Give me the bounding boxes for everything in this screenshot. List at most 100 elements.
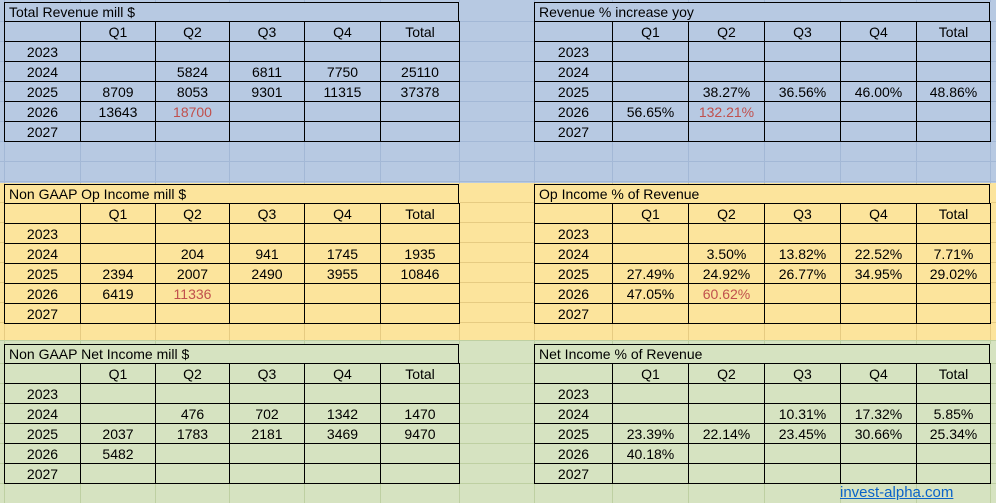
- value-cell[interactable]: [304, 463, 381, 484]
- value-cell[interactable]: 1783: [155, 423, 230, 444]
- value-cell[interactable]: 7.71%: [916, 243, 991, 264]
- column-header-cell[interactable]: Q3: [764, 21, 841, 42]
- year-cell[interactable]: 2026: [4, 283, 81, 304]
- year-cell[interactable]: 2023: [534, 41, 613, 62]
- year-cell[interactable]: 2024: [534, 403, 613, 424]
- corner-cell[interactable]: [534, 203, 613, 224]
- value-cell[interactable]: 1342: [304, 403, 381, 424]
- year-cell[interactable]: 2027: [534, 303, 613, 324]
- value-cell[interactable]: 9470: [380, 423, 460, 444]
- value-cell[interactable]: [840, 41, 917, 62]
- value-cell[interactable]: [688, 61, 765, 82]
- value-cell[interactable]: [916, 101, 991, 122]
- value-cell[interactable]: [304, 303, 381, 324]
- year-cell[interactable]: 2024: [4, 243, 81, 264]
- value-cell[interactable]: [612, 383, 689, 404]
- value-cell[interactable]: [688, 403, 765, 424]
- year-cell[interactable]: 2027: [534, 463, 613, 484]
- year-cell[interactable]: 2024: [4, 403, 81, 424]
- value-cell[interactable]: 2490: [229, 263, 305, 284]
- value-cell[interactable]: [764, 223, 841, 244]
- value-cell[interactable]: [80, 383, 156, 404]
- column-header-cell[interactable]: Total: [916, 21, 991, 42]
- value-cell[interactable]: 9301: [229, 81, 305, 102]
- value-cell[interactable]: [840, 463, 917, 484]
- table-title[interactable]: Total Revenue mill $: [4, 2, 459, 21]
- value-cell[interactable]: 27.49%: [612, 263, 689, 284]
- column-header-cell[interactable]: Q1: [80, 203, 156, 224]
- value-cell[interactable]: 3469: [304, 423, 381, 444]
- value-cell[interactable]: 13643: [80, 101, 156, 122]
- column-header-cell[interactable]: Q3: [229, 203, 305, 224]
- value-cell[interactable]: [229, 463, 305, 484]
- value-cell[interactable]: 23.39%: [612, 423, 689, 444]
- value-cell[interactable]: [840, 443, 917, 464]
- year-cell[interactable]: 2025: [4, 263, 81, 284]
- value-cell[interactable]: 2394: [80, 263, 156, 284]
- value-cell[interactable]: [304, 223, 381, 244]
- column-header-cell[interactable]: Q4: [840, 363, 917, 384]
- value-cell[interactable]: 22.14%: [688, 423, 765, 444]
- table-title[interactable]: Revenue % increase yoy: [534, 2, 990, 21]
- year-cell[interactable]: 2026: [534, 101, 613, 122]
- value-cell[interactable]: 25110: [380, 61, 460, 82]
- value-cell[interactable]: 1745: [304, 243, 381, 264]
- value-cell[interactable]: [380, 303, 460, 324]
- column-header-cell[interactable]: Q3: [229, 21, 305, 42]
- year-cell[interactable]: 2027: [4, 303, 81, 324]
- value-cell[interactable]: 5.85%: [916, 403, 991, 424]
- value-cell[interactable]: 2037: [80, 423, 156, 444]
- year-cell[interactable]: 2027: [534, 121, 613, 142]
- value-cell[interactable]: [612, 463, 689, 484]
- value-cell[interactable]: 204: [155, 243, 230, 264]
- value-cell[interactable]: [155, 121, 230, 142]
- value-cell[interactable]: 13.82%: [764, 243, 841, 264]
- column-header-cell[interactable]: Q1: [612, 21, 689, 42]
- value-cell[interactable]: 10.31%: [764, 403, 841, 424]
- value-cell[interactable]: 702: [229, 403, 305, 424]
- value-cell[interactable]: [688, 121, 765, 142]
- table-title[interactable]: Non GAAP Op Income mill $: [4, 184, 459, 203]
- value-cell[interactable]: [155, 303, 230, 324]
- value-cell[interactable]: 23.45%: [764, 423, 841, 444]
- value-cell[interactable]: 37378: [380, 81, 460, 102]
- year-cell[interactable]: 2026: [534, 283, 613, 304]
- column-header-cell[interactable]: Q2: [155, 203, 230, 224]
- column-header-cell[interactable]: Q1: [80, 363, 156, 384]
- column-header-cell[interactable]: Q4: [304, 203, 381, 224]
- value-cell[interactable]: 22.52%: [840, 243, 917, 264]
- value-cell[interactable]: [840, 61, 917, 82]
- flagged-value-cell[interactable]: 18700: [155, 101, 230, 122]
- value-cell[interactable]: 36.56%: [764, 81, 841, 102]
- value-cell[interactable]: 941: [229, 243, 305, 264]
- value-cell[interactable]: 1935: [380, 243, 460, 264]
- value-cell[interactable]: [80, 41, 156, 62]
- value-cell[interactable]: [764, 383, 841, 404]
- value-cell[interactable]: 26.77%: [764, 263, 841, 284]
- value-cell[interactable]: [916, 223, 991, 244]
- value-cell[interactable]: [304, 41, 381, 62]
- value-cell[interactable]: 40.18%: [612, 443, 689, 464]
- column-header-cell[interactable]: Q4: [304, 21, 381, 42]
- column-header-cell[interactable]: Q2: [688, 363, 765, 384]
- value-cell[interactable]: [304, 121, 381, 142]
- value-cell[interactable]: [380, 223, 460, 244]
- value-cell[interactable]: [612, 81, 689, 102]
- column-header-cell[interactable]: Q1: [80, 21, 156, 42]
- column-header-cell[interactable]: Q2: [688, 21, 765, 42]
- value-cell[interactable]: 25.34%: [916, 423, 991, 444]
- value-cell[interactable]: [916, 303, 991, 324]
- value-cell[interactable]: [155, 463, 230, 484]
- value-cell[interactable]: 38.27%: [688, 81, 765, 102]
- column-header-cell[interactable]: Q1: [612, 363, 689, 384]
- value-cell[interactable]: 34.95%: [840, 263, 917, 284]
- value-cell[interactable]: [380, 41, 460, 62]
- value-cell[interactable]: [380, 463, 460, 484]
- value-cell[interactable]: 5482: [80, 443, 156, 464]
- value-cell[interactable]: [688, 443, 765, 464]
- value-cell[interactable]: 10846: [380, 263, 460, 284]
- value-cell[interactable]: [304, 101, 381, 122]
- value-cell[interactable]: [229, 41, 305, 62]
- value-cell[interactable]: 6419: [80, 283, 156, 304]
- value-cell[interactable]: 7750: [304, 61, 381, 82]
